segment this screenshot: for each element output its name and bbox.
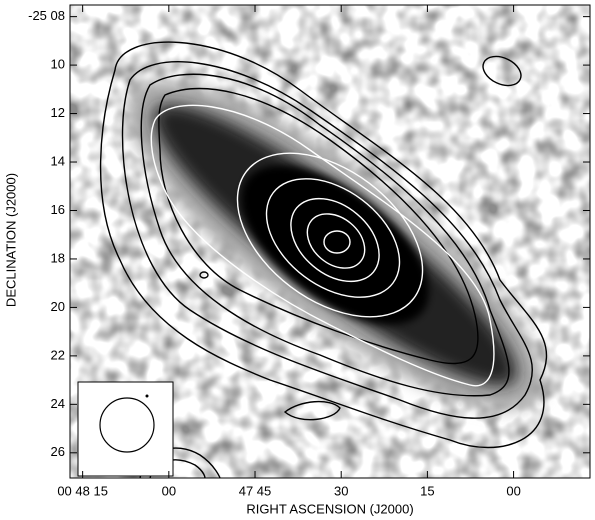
y-tick-label: 14: [51, 153, 65, 168]
image-panel: [70, 5, 590, 478]
y-tick-label: 24: [51, 396, 65, 411]
x-tick-label: 00 48 15: [57, 483, 108, 498]
y-tick-label: 16: [51, 202, 65, 217]
beam-inset: [77, 381, 174, 477]
y-tick-label: 22: [51, 347, 65, 362]
y-tick-label: 20: [51, 299, 65, 314]
x-tick-label: 30: [334, 483, 348, 498]
x-tick-label: 47 45: [239, 483, 272, 498]
y-tick-label: 10: [51, 57, 65, 72]
y-tick-label: -25 08: [28, 8, 65, 23]
x-tick-label: 15: [420, 483, 434, 498]
y-tick-label: 26: [51, 444, 65, 459]
x-tick-label: 00: [506, 483, 520, 498]
y-tick-label: 12: [51, 105, 65, 120]
x-axis-title: RIGHT ASCENSION (J2000): [246, 501, 413, 516]
x-tick-label: 00: [162, 483, 176, 498]
y-tick-label: 18: [51, 250, 65, 265]
y-axis-title: DECLINATION (J2000): [3, 173, 18, 307]
plot-frame: [69, 4, 591, 479]
